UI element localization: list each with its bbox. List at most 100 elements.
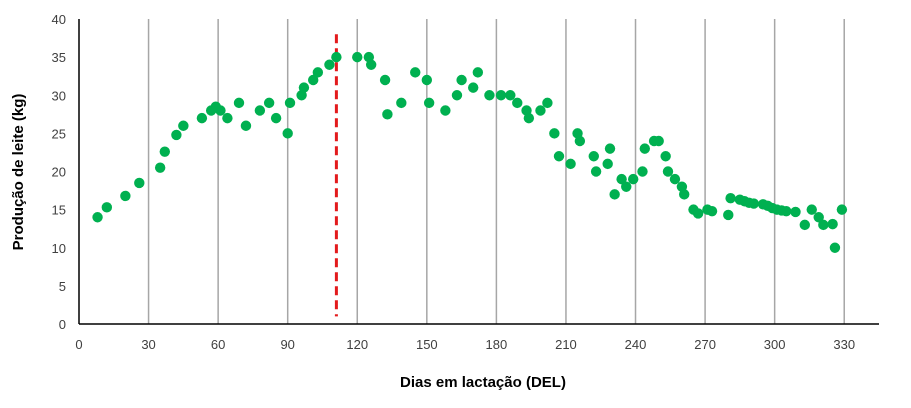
data-point [653,135,664,147]
data-point [284,97,296,109]
data-point [331,51,342,63]
data-point [134,177,145,189]
x-tick-label: 300 [764,337,786,352]
data-point [468,82,479,93]
data-point [178,120,189,131]
data-point [748,198,759,209]
data-point [662,166,674,177]
data-point [535,105,546,116]
data-point [101,202,113,213]
y-tick-labels: 0 5 10 15 20 25 30 35 40 [52,12,66,332]
data-point [282,128,293,139]
data-point [725,192,736,204]
data-point [706,205,718,217]
data-point [836,204,848,215]
y-tick-label: 20 [52,165,66,180]
y-tick-label: 5 [59,279,66,294]
data-point [565,158,576,170]
data-point [254,105,266,116]
data-point [379,74,391,86]
data-point [495,90,507,101]
data-point [813,212,824,223]
x-tick-label: 240 [625,337,647,352]
x-tick-label: 270 [694,337,716,352]
data-point [222,112,233,124]
data-point [818,219,829,231]
x-tick-label: 180 [486,337,508,352]
data-point [451,90,463,101]
x-axis-title: Dias em lactação (DEL) [400,374,566,391]
data-point [92,212,103,223]
data-point [660,151,671,162]
x-tick-label: 210 [555,337,577,352]
x-tick-label: 60 [211,337,225,352]
data-point [196,112,208,124]
data-point [263,97,275,109]
vertical-gridlines [147,19,845,324]
data-point [270,112,282,124]
data-point [365,59,377,70]
data-point [171,129,182,141]
y-tick-label: 25 [52,126,66,141]
data-point [829,242,841,253]
axes [78,19,879,325]
data-point [549,128,560,139]
data-point [472,67,484,78]
x-tick-label: 30 [141,337,155,352]
data-point [512,97,523,109]
data-point [553,151,565,162]
data-point [324,59,335,70]
data-point [679,189,690,200]
data-point [616,173,627,185]
data-points [92,51,848,253]
x-tick-label: 90 [280,337,294,352]
data-point [484,90,495,101]
data-point [827,218,838,230]
x-tick-label: 0 [75,337,82,352]
data-point [692,208,704,219]
data-point [609,189,620,200]
data-point [799,219,810,231]
data-point [215,105,226,116]
data-point [806,204,817,215]
x-tick-label: 330 [833,337,855,352]
data-point [669,173,681,185]
y-tick-label: 30 [52,88,66,103]
data-point [308,74,319,86]
y-tick-label: 10 [52,241,66,256]
data-point [410,67,421,78]
data-point [382,109,393,120]
data-point [590,166,602,177]
x-tick-labels: 0 30 60 90 120 150 180 210 240 270 300 330 [75,337,855,352]
data-point [574,135,586,147]
data-point [396,97,407,109]
data-point [120,190,131,202]
data-point [637,166,648,177]
data-point [421,74,433,86]
data-point [298,82,310,93]
data-point [628,173,639,185]
data-point [523,112,535,124]
data-point [505,90,516,101]
y-tick-label: 15 [52,203,66,218]
data-point [588,151,599,162]
data-point [602,158,613,170]
data-point [240,120,252,131]
data-point [233,97,245,109]
y-tick-label: 0 [59,317,66,332]
data-point [154,162,166,173]
data-point [312,67,324,78]
data-point [456,74,467,86]
data-point [352,51,363,63]
data-point [604,143,616,154]
data-point [542,97,553,109]
data-point [723,209,734,221]
x-tick-label: 150 [416,337,438,352]
data-point [621,181,632,192]
y-tick-label: 40 [52,12,66,27]
data-point [440,105,451,116]
data-point [639,143,650,154]
x-tick-label: 120 [346,337,368,352]
data-point [159,146,170,157]
